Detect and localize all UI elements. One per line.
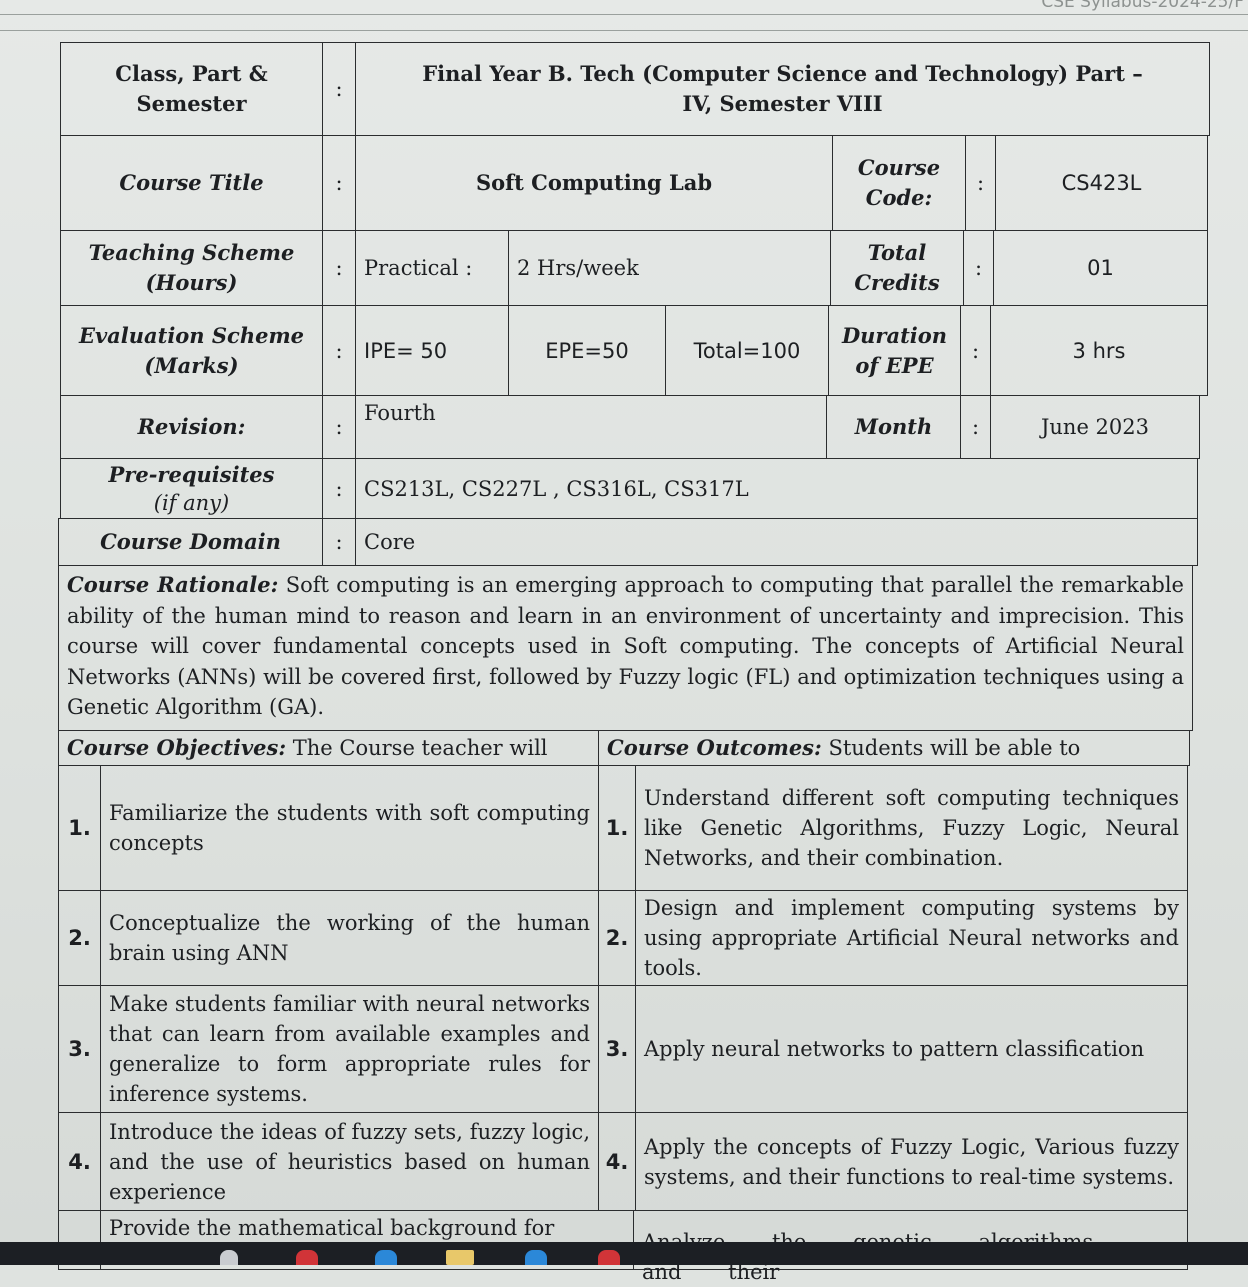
outcome-item: Apply neural networks to pattern classif… <box>635 985 1188 1113</box>
colon: : <box>960 305 991 396</box>
class-label: Class, Part & Semester <box>60 42 323 136</box>
course-rationale: Course Rationale: Soft computing is an e… <box>58 565 1193 731</box>
practical-hours: 2 Hrs/week <box>508 230 831 306</box>
revision-value: Fourth <box>355 395 827 459</box>
folder-icon[interactable] <box>446 1250 474 1265</box>
outcome-number: 1. <box>598 765 636 891</box>
taskbar <box>0 1242 1248 1265</box>
colon: : <box>963 230 994 306</box>
outcomes-intro: Students will be able to <box>821 736 1081 760</box>
outcomes-label: Course Outcomes: <box>607 735 822 760</box>
prerequisites-title: Pre-requisites <box>108 461 275 487</box>
outcome-item: Apply the concepts of Fuzzy Logic, Vario… <box>635 1112 1188 1211</box>
prerequisites-label: Pre-requisites (if any) <box>60 458 323 519</box>
divider <box>0 30 1248 31</box>
objective-item: Introduce the ideas of fuzzy sets, fuzzy… <box>100 1112 599 1211</box>
header-fragment: CSE Syllabus-2024-25/F <box>1041 0 1244 12</box>
revision-label: Revision: <box>60 395 323 459</box>
objective-number: 2. <box>58 890 101 986</box>
ipe-marks: IPE= 50 <box>355 305 509 396</box>
objective-number: 4. <box>58 1112 101 1211</box>
course-code-value: CS423L <box>995 135 1208 231</box>
objective-item: Familiarize the students with soft compu… <box>100 765 599 891</box>
colon: : <box>322 305 356 396</box>
course-title-value: Soft Computing Lab <box>355 135 833 231</box>
teaching-scheme-label: Teaching Scheme (Hours) <box>60 230 323 306</box>
total-credits-label: Total Credits <box>830 230 964 306</box>
app-icon[interactable] <box>525 1250 547 1265</box>
app-icon[interactable] <box>598 1250 620 1265</box>
outcome-number: 4. <box>598 1112 636 1211</box>
outcome-number: 3. <box>598 985 636 1113</box>
month-value: June 2023 <box>990 395 1200 459</box>
colon: : <box>322 518 356 566</box>
duration-value: 3 hrs <box>990 305 1208 396</box>
rationale-text: Soft computing is an emerging approach t… <box>67 573 1184 719</box>
app-icon[interactable] <box>375 1250 397 1265</box>
app-icon[interactable] <box>220 1250 238 1265</box>
course-domain-value: Core <box>355 518 1198 566</box>
colon: : <box>322 230 356 306</box>
total-credits-value: 01 <box>993 230 1208 306</box>
course-domain-label: Course Domain <box>58 518 323 566</box>
total-marks: Total=100 <box>665 305 829 396</box>
course-code-label: Course Code: <box>832 135 966 231</box>
outcome-number: 2. <box>598 890 636 986</box>
colon: : <box>322 395 356 459</box>
month-label: Month <box>826 395 961 459</box>
objectives-intro: The Course teacher will <box>286 736 548 760</box>
app-icon[interactable] <box>296 1250 318 1265</box>
class-value: Final Year B. Tech (Computer Science and… <box>355 42 1210 136</box>
colon: : <box>322 135 356 231</box>
divider <box>0 14 1248 15</box>
objective-item: Make students familiar with neural netwo… <box>100 985 599 1113</box>
outcome-item: Understand different soft computing tech… <box>635 765 1188 891</box>
objective-number: 3. <box>58 985 101 1113</box>
rationale-label: Course Rationale: <box>67 572 279 597</box>
colon: : <box>322 42 356 136</box>
prerequisites-value: CS213L, CS227L , CS316L, CS317L <box>355 458 1198 519</box>
objectives-header: Course Objectives: The Course teacher wi… <box>58 730 599 766</box>
objective-item: Conceptualize the working of the human b… <box>100 890 599 986</box>
objectives-label: Course Objectives: <box>67 735 287 760</box>
objective-item: Provide the mathematical background for <box>100 1210 634 1270</box>
evaluation-scheme-label: Evaluation Scheme (Marks) <box>60 305 323 396</box>
epe-marks: EPE=50 <box>508 305 666 396</box>
objective-number: 1. <box>58 765 101 891</box>
colon: : <box>965 135 996 231</box>
colon: : <box>322 458 356 519</box>
outcome-item: Design and implement computing systems b… <box>635 890 1188 986</box>
prerequisites-sublabel: (if any) <box>153 490 230 515</box>
practical-label: Practical : <box>355 230 509 306</box>
outcomes-header: Course Outcomes: Students will be able t… <box>598 730 1190 766</box>
duration-label: Duration of EPE <box>828 305 961 396</box>
colon: : <box>960 395 991 459</box>
course-title-label: Course Title <box>60 135 323 231</box>
